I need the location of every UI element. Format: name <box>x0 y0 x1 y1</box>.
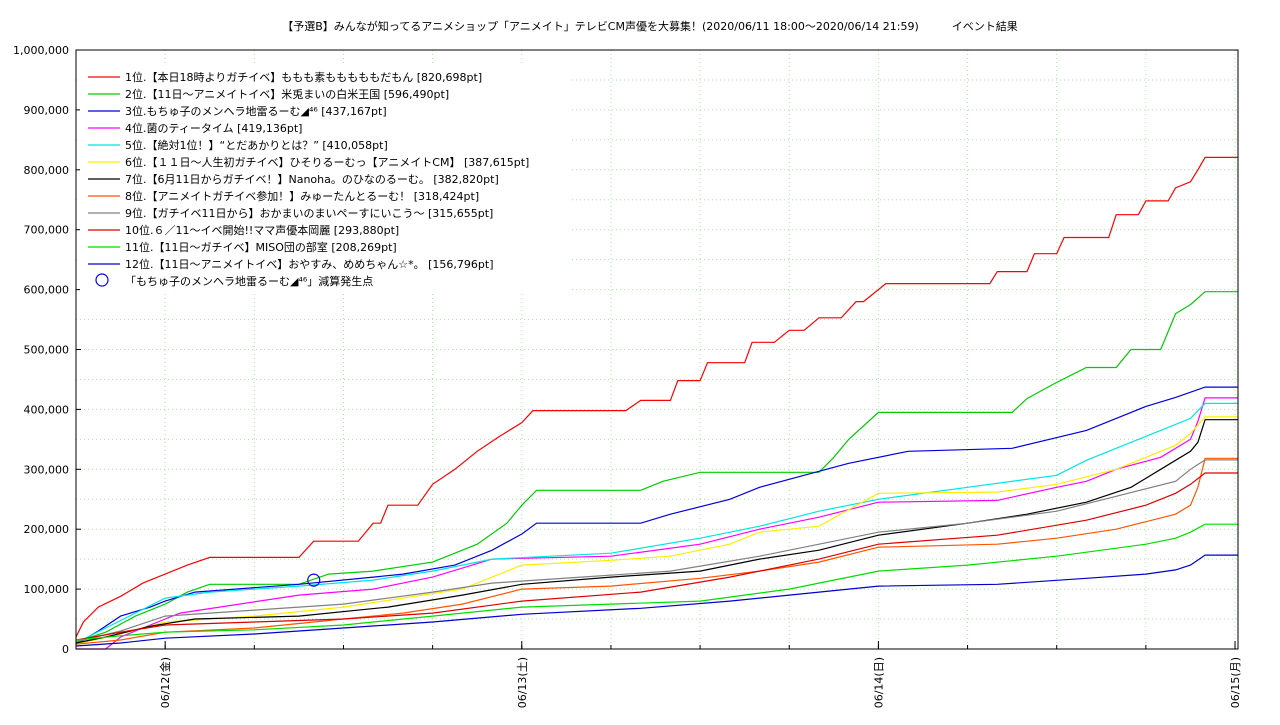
legend-label-9: 9位.【ガチイベ11日から】おかまいのまいペーすにいこう〜 [315,655pt… <box>125 206 493 220</box>
x-tick-label: 06/14(日) <box>872 657 885 708</box>
legend-label-1: 1位.【本日18時よりガチイベ】ももも素もももももだもん [820,698pt] <box>125 70 482 84</box>
legend-label-7: 7位.【6月11日からガチイベ！】Nanoha。のひなのるーむ。 [382,82… <box>125 172 499 186</box>
legend-label-10: 10位.６／11〜イベ開始!!ママ声優本岡麗 [293,880pt] <box>125 223 399 237</box>
series-line-6 <box>75 416 1238 645</box>
legend-label-11: 11位.【11日〜ガチイベ】MISO団の部室 [208,269pt] <box>125 240 397 254</box>
y-tick-label: 1,000,000 <box>13 44 69 57</box>
legend-label-12: 12位.【11日〜アニメイトイベ】おやすみ、めめちゃん☆*。 [156,796p… <box>125 257 494 271</box>
legend-label-3: 3位.もちゅ子のメンヘラ地雷るーむ◢⁴⁶ [437,167pt] <box>125 104 387 118</box>
series-line-5 <box>75 402 1238 644</box>
y-tick-label: 700,000 <box>24 224 70 237</box>
series-line-3 <box>75 386 1238 645</box>
legend: 1位.【本日18時よりガチイベ】ももも素もももももだもん [820,698pt]… <box>80 66 572 292</box>
y-tick-label: 300,000 <box>24 463 70 476</box>
axis-layer: 0 100,000 200,000 300,000 400,000 500,000 600,… <box>13 44 1242 708</box>
y-tick-label: 200,000 <box>24 523 70 536</box>
y-tick-label: 600,000 <box>24 284 70 297</box>
series-line-11 <box>75 523 1238 641</box>
series-line-7 <box>75 419 1238 644</box>
x-tick-label: 06/13(土) <box>516 657 529 708</box>
legend-label-4: 4位.菌のティータイム [419,136pt] <box>125 121 302 135</box>
y-tick-label: 500,000 <box>24 344 70 357</box>
subtraction-marker <box>307 573 321 587</box>
series-line-9 <box>75 459 1238 643</box>
y-tick-label: 0 <box>62 643 69 656</box>
x-tick-label: 06/15(月) <box>1229 657 1242 708</box>
legend-background <box>80 66 572 292</box>
marker-layer <box>307 573 321 587</box>
legend-label-6: 6位.【１１日〜人生初ガチイベ】ひそりるーむっ【アニメイトCM】 [387,61… <box>125 155 529 169</box>
legend-label-5: 5位.【絶対1位！】“とだあかりとは？” [410,058pt] <box>125 138 388 152</box>
y-tick-label: 900,000 <box>24 104 70 117</box>
series-line-12 <box>75 554 1238 647</box>
legend-label-8: 8位.【アニメイトガチイベ参加！】みゅーたんとるーむ！ [318,424pt] <box>125 189 479 203</box>
series-line-4 <box>76 397 1238 650</box>
legend-marker-swatch <box>95 273 109 287</box>
chart-title: 【予選B】みんなが知ってるアニメショップ「アニメイト」テレビCM声優を大募集！(… <box>282 19 1018 33</box>
series-line-1 <box>75 156 1238 638</box>
y-tick-label: 800,000 <box>24 164 70 177</box>
legend-marker-label: 「もちゅ子のメンヘラ地雷るーむ◢⁴⁶」減算発生点 <box>125 274 373 288</box>
x-tick-label: 06/12(金) <box>158 657 172 708</box>
series-line-2 <box>75 291 1238 643</box>
y-tick-label: 400,000 <box>24 403 70 416</box>
series-line-10 <box>75 472 1238 641</box>
series-layer <box>75 156 1238 650</box>
grid-layer <box>76 50 1238 649</box>
y-tick-label: 100,000 <box>24 583 70 596</box>
legend-label-2: 2位.【11日〜アニメイトイベ】米兎まいの白米王国 [596,490pt] <box>125 87 449 101</box>
